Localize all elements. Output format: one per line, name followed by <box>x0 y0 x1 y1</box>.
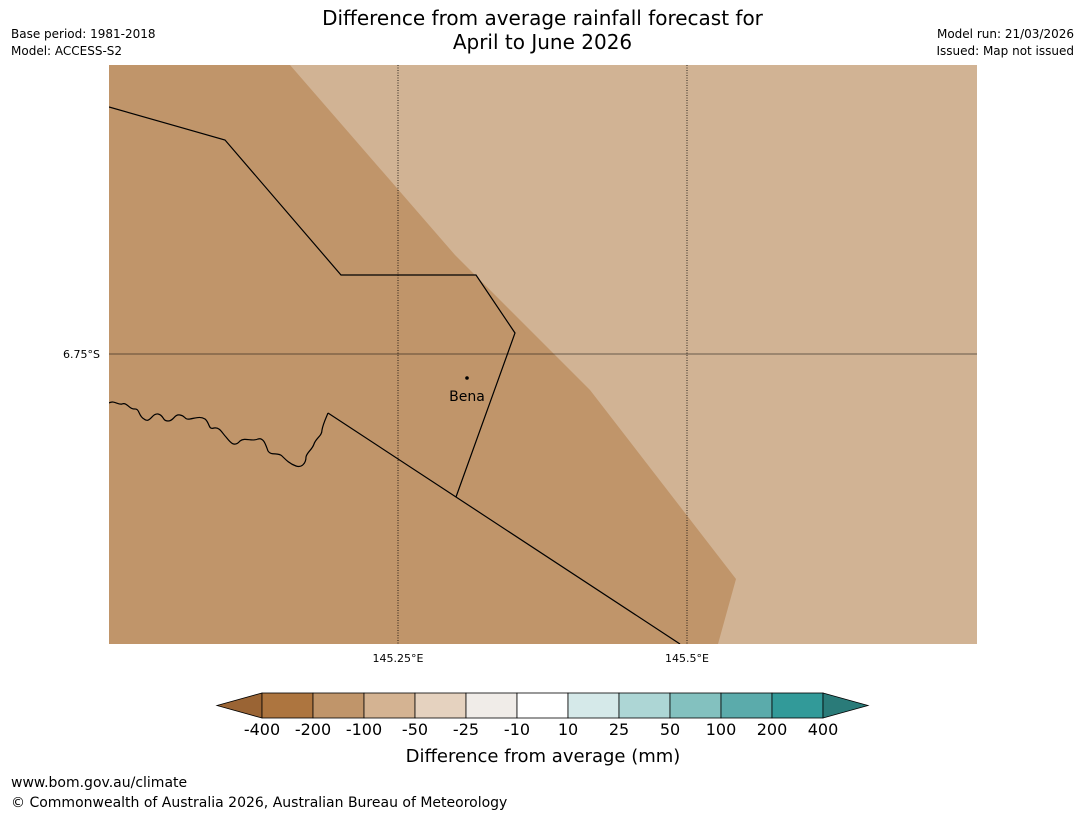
drier-anomaly-region <box>109 65 736 644</box>
legend-swatch <box>261 692 314 719</box>
province-boundary-south <box>327 412 681 644</box>
legend-tick-label: -400 <box>244 720 280 739</box>
map-area: Bena <box>109 65 977 644</box>
longitude-label-2: 145.5°E <box>665 652 709 665</box>
legend-swatch <box>567 692 620 719</box>
legend-tick-label: 400 <box>808 720 839 739</box>
legend-tick-label: 100 <box>706 720 737 739</box>
legend-tick-label: -25 <box>453 720 479 739</box>
legend-tick-label: 200 <box>757 720 788 739</box>
legend-swatch <box>363 692 416 719</box>
base-period: Base period: 1981-2018 <box>11 27 156 41</box>
legend-colorbar: -400 -200 -100 -50 -25 -10 10 25 50 100 200 400 <box>215 692 870 739</box>
legend-tick-label: -100 <box>346 720 382 739</box>
legend-swatch <box>720 692 773 719</box>
legend-tick-label: -10 <box>504 720 530 739</box>
bena-marker <box>465 376 469 380</box>
legend-swatch <box>669 692 722 719</box>
legend-tick-label: -50 <box>402 720 428 739</box>
river-boundary <box>109 401 329 468</box>
legend-title: Difference from average (mm) <box>406 746 681 767</box>
province-boundary-north <box>109 106 516 498</box>
legend-tick-label: 10 <box>558 720 578 739</box>
footer-url: www.bom.gov.au/climate <box>11 775 188 791</box>
title-line-2: April to June 2026 <box>452 30 633 54</box>
latitude-label: 6.75°S <box>63 348 100 361</box>
legend-tick-label: 50 <box>660 720 680 739</box>
legend-swatch <box>414 692 467 719</box>
legend-tick-label: 25 <box>609 720 629 739</box>
footer-copyright: © Commonwealth of Australia 2026, Austra… <box>11 795 508 811</box>
legend-swatch <box>465 692 518 719</box>
bena-label: Bena <box>449 389 485 405</box>
meta-left: Base period: 1981-2018 Model: ACCESS-S2 <box>11 26 156 60</box>
legend-swatch <box>312 692 365 719</box>
legend-extend-low <box>215 692 263 719</box>
legend-swatch <box>771 692 824 719</box>
longitude-label-1: 145.25°E <box>373 652 424 665</box>
meta-right: Model run: 21/03/2026 Issued: Map not is… <box>936 26 1074 60</box>
legend-tick-label: -200 <box>295 720 331 739</box>
issued-status: Issued: Map not issued <box>936 44 1074 58</box>
model-run: Model run: 21/03/2026 <box>936 27 1074 41</box>
legend-swatch <box>618 692 671 719</box>
map-title: Difference from average rainfall forecas… <box>0 6 1085 54</box>
legend-extend-high <box>822 692 870 719</box>
title-line-1: Difference from average rainfall forecas… <box>322 6 763 30</box>
model-name: Model: ACCESS-S2 <box>11 44 123 58</box>
legend-swatch <box>516 692 569 719</box>
